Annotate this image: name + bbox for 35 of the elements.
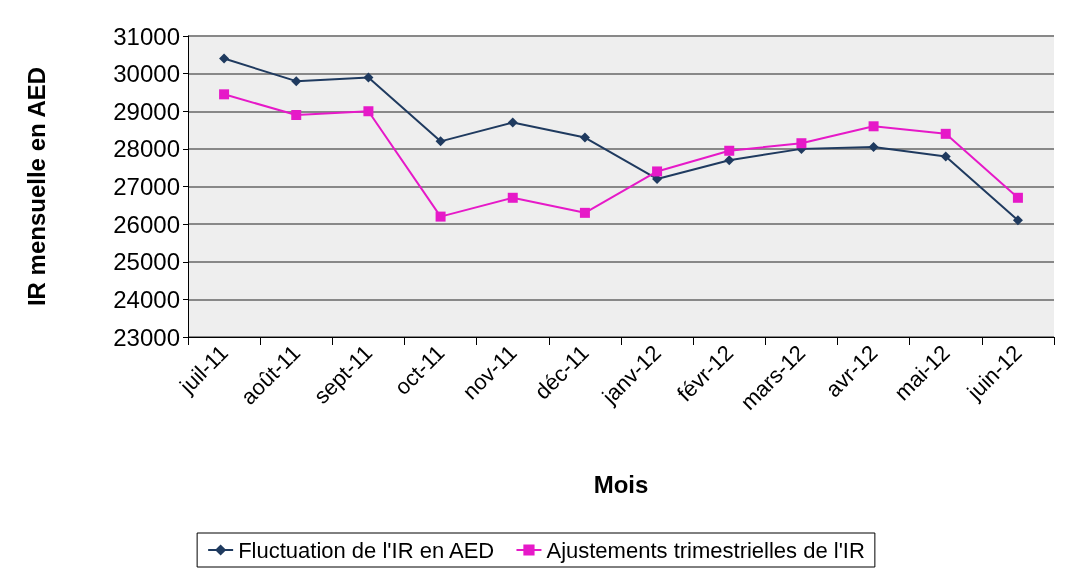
point [435,211,446,222]
y-tick-label: 30000 [113,60,180,88]
point [291,110,302,121]
y-tick-label: 28000 [113,135,180,163]
y-axis-title: IR mensuelle en AED [22,66,50,307]
point [940,128,951,139]
point [291,76,302,87]
y-tick-label: 26000 [113,210,180,238]
y-tick-label: 27000 [113,173,180,200]
point [219,89,230,100]
point [724,155,735,166]
point [507,192,518,203]
x-axis-title: Mois [593,470,649,498]
y-tick-label: 29000 [113,97,180,125]
legend-label: Fluctuation de l'IR en AED [238,537,495,563]
point [868,141,879,152]
point [652,166,663,177]
point [219,53,230,64]
legend-label: Ajustements trimestrielles de l'IR [546,537,865,563]
y-tick-label: 25000 [113,248,180,276]
point [435,136,446,147]
point [579,132,590,143]
point [1012,192,1023,203]
y-tick-label: 23000 [113,323,180,351]
y-tick-label: 24000 [113,285,180,313]
point [579,207,590,218]
point [796,138,807,149]
point [507,117,518,128]
point [363,72,374,83]
point [868,121,879,132]
point [940,151,951,162]
point [363,106,374,117]
y-tick-label: 31000 [113,22,180,50]
point [724,145,735,156]
point [1012,215,1023,226]
